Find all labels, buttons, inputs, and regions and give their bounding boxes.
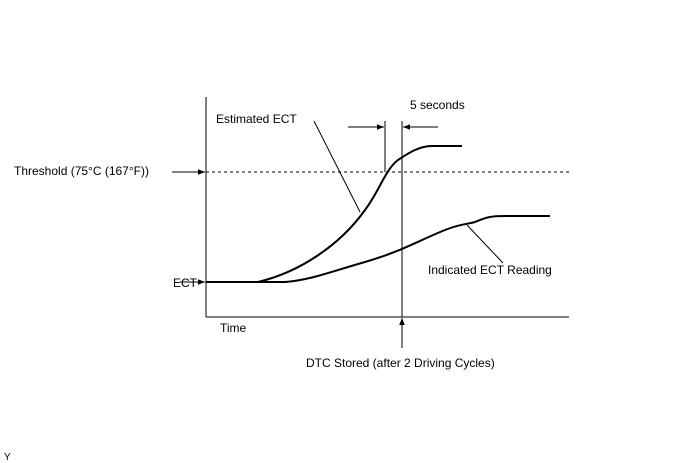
time-axis-label: Time: [220, 321, 247, 335]
indicated-ect-leader: [466, 224, 504, 264]
ect-label: ECT: [173, 276, 198, 290]
indicated-ect-curve: [206, 215, 550, 283]
estimated-ect-leader: [313, 120, 361, 213]
figure-code: Y: [4, 452, 11, 463]
indicated-ect-label: Indicated ECT Reading: [428, 263, 552, 277]
dtc-stored-label: DTC Stored (after 2 Driving Cycles): [306, 356, 495, 370]
five-seconds-label: 5 seconds: [410, 98, 465, 112]
threshold-label: Threshold (75°C (167°F)): [14, 164, 149, 178]
estimated-ect-label: Estimated ECT: [216, 112, 297, 126]
estimated-ect-curve: [206, 145, 462, 283]
